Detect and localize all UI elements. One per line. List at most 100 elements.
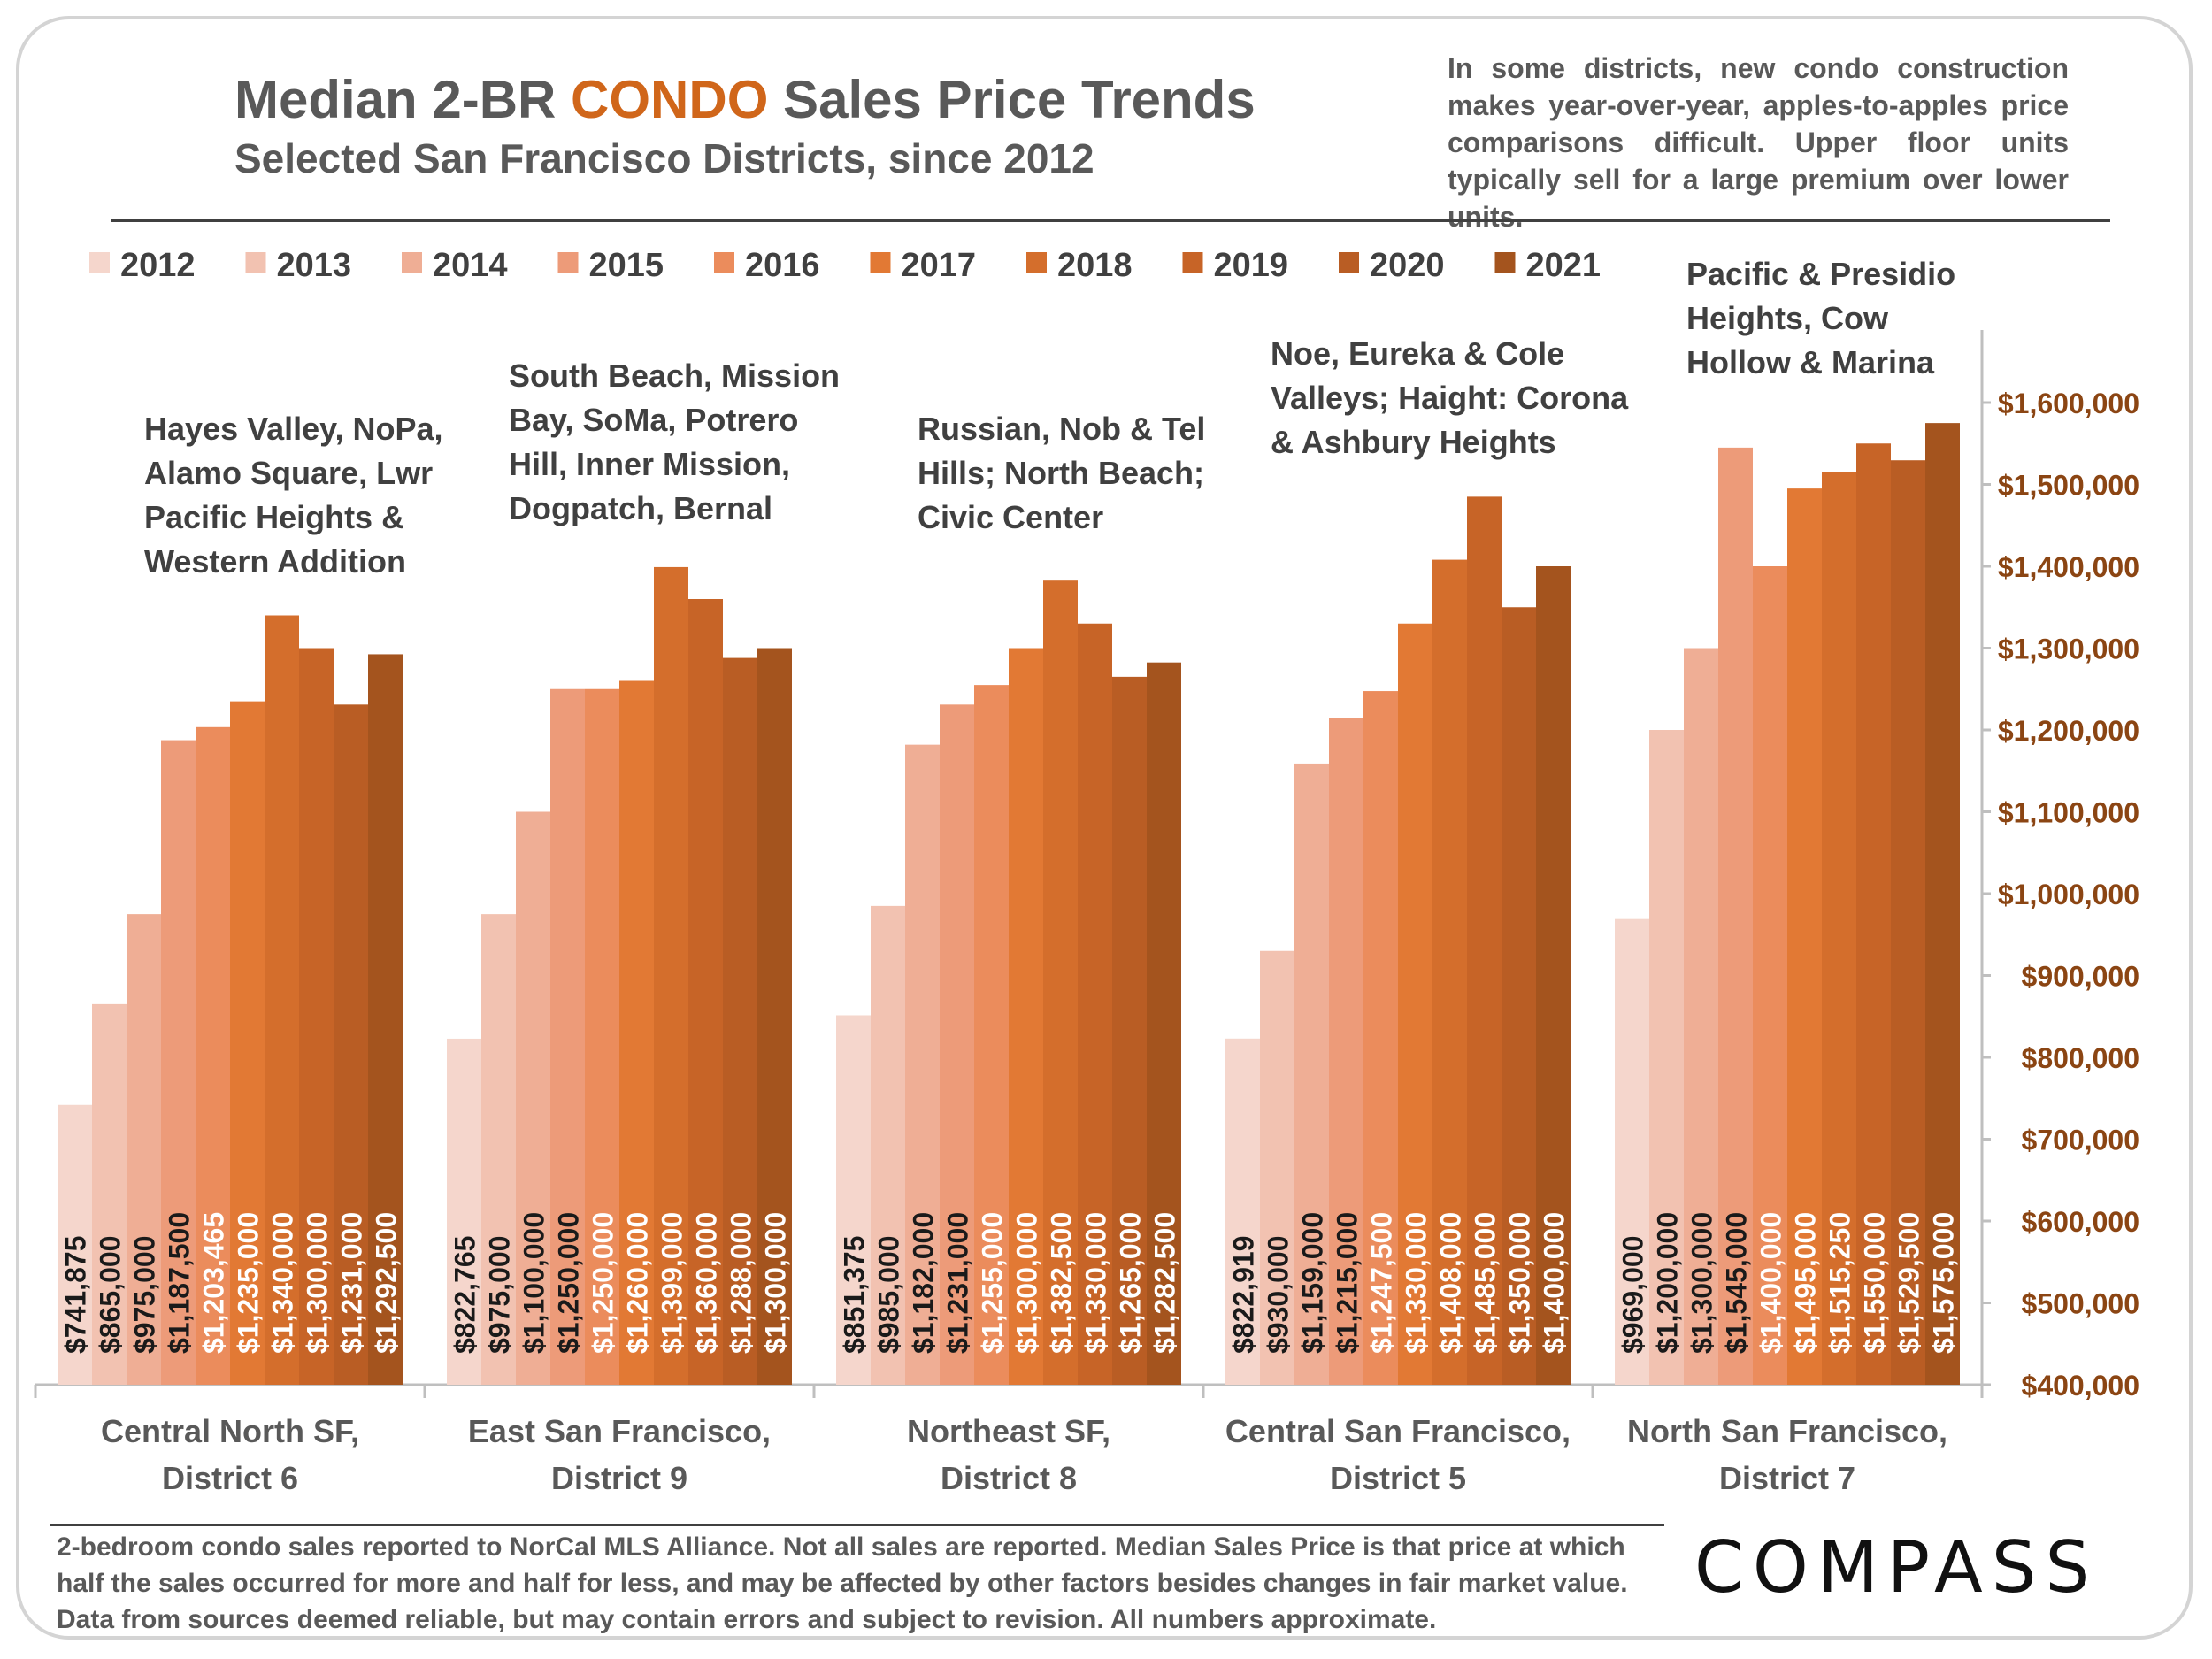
header-divider xyxy=(111,219,2110,222)
bar-value-label: $1,282,500 xyxy=(1149,1212,1181,1354)
bar-2016-group-5 xyxy=(1753,566,1787,1385)
legend-label-2018: 2018 xyxy=(1057,247,1133,284)
x-category-label: Northeast SF, xyxy=(907,1413,1110,1449)
chart-note: In some districts, new condo constructio… xyxy=(1448,52,2069,233)
bar-value-label: $1,330,000 xyxy=(1401,1212,1432,1354)
y-tick-label: $1,500,000 xyxy=(1998,470,2139,502)
bar-2014-group-1 xyxy=(127,914,161,1385)
y-tick-label: $800,000 xyxy=(2022,1042,2139,1074)
bar-2017-group-2 xyxy=(619,680,654,1385)
bar-value-label: $1,260,000 xyxy=(622,1212,654,1354)
district-annotation: Hill, Inner Mission, xyxy=(509,446,790,482)
bar-2013-group-3 xyxy=(871,905,905,1385)
district-annotation: & Ashbury Heights xyxy=(1271,424,1556,460)
legend-label-2020: 2020 xyxy=(1370,247,1445,284)
bar-value-label: $1,255,000 xyxy=(977,1212,1009,1354)
district-annotation: Dogpatch, Bernal xyxy=(509,490,772,526)
x-category-label: East San Francisco, xyxy=(468,1413,771,1449)
bar-value-label: $1,300,000 xyxy=(1686,1212,1718,1354)
bar-2012-group-1 xyxy=(58,1104,92,1385)
bar-2017-group-4 xyxy=(1398,623,1432,1385)
x-category-label: District 8 xyxy=(941,1460,1077,1496)
bar-2012-group-2 xyxy=(447,1038,481,1385)
bar-2012-group-4 xyxy=(1225,1038,1260,1385)
legend-swatch-2015 xyxy=(557,252,579,273)
bar-2019-group-4 xyxy=(1467,496,1502,1385)
chart-title: Median 2-BR CONDO Sales Price Trends xyxy=(234,69,1256,130)
bar-2016-group-3 xyxy=(974,685,1009,1385)
legend-label-2013: 2013 xyxy=(277,247,352,284)
x-category-label: Central San Francisco, xyxy=(1225,1413,1571,1449)
x-category-label: District 6 xyxy=(162,1460,298,1496)
district-annotation: Heights, Cow xyxy=(1686,300,1889,336)
bar-2019-group-2 xyxy=(688,599,723,1385)
legend-label-2012: 2012 xyxy=(120,247,196,284)
bar-value-label: $985,000 xyxy=(873,1236,905,1354)
bar-value-label: $1,250,000 xyxy=(553,1212,585,1354)
bar-2020-group-3 xyxy=(1112,676,1147,1385)
bar-2015-group-2 xyxy=(550,688,585,1385)
bar-2014-group-4 xyxy=(1294,763,1329,1385)
district-annotation: Pacific & Presidio xyxy=(1686,256,1955,292)
y-tick-label: $600,000 xyxy=(2022,1206,2139,1238)
legend-swatch-2017 xyxy=(870,252,891,273)
bar-value-label: $1,382,500 xyxy=(1046,1212,1078,1354)
legend-swatch-2021 xyxy=(1494,252,1516,273)
title-part-1: Median 2-BR xyxy=(234,70,572,129)
x-category-label: District 9 xyxy=(551,1460,687,1496)
bar-value-label: $1,408,000 xyxy=(1435,1212,1467,1354)
x-category-label: North San Francisco, xyxy=(1627,1413,1947,1449)
district-annotation: Alamo Square, Lwr xyxy=(144,455,433,491)
bar-value-label: $1,187,500 xyxy=(164,1212,196,1354)
bar-value-label: $822,919 xyxy=(1228,1236,1260,1354)
bar-2016-group-1 xyxy=(196,726,230,1385)
bar-value-label: $1,550,000 xyxy=(1859,1212,1891,1354)
bar-2012-group-5 xyxy=(1615,918,1649,1385)
bar-value-label: $1,529,500 xyxy=(1893,1212,1925,1354)
bar-2014-group-5 xyxy=(1684,648,1718,1385)
y-tick-label: $1,100,000 xyxy=(1998,797,2139,829)
bar-value-label: $1,231,000 xyxy=(942,1212,974,1354)
bar-value-label: $1,575,000 xyxy=(1928,1212,1960,1354)
district-annotation: South Beach, Mission xyxy=(509,357,840,394)
x-category-label: Central North SF, xyxy=(101,1413,359,1449)
bar-2020-group-1 xyxy=(334,704,368,1385)
bar-2020-group-5 xyxy=(1891,460,1925,1385)
title-accent: CONDO xyxy=(571,70,769,129)
bar-2020-group-4 xyxy=(1502,607,1536,1385)
bar-value-label: $1,250,000 xyxy=(588,1212,619,1354)
bar-2017-group-3 xyxy=(1009,648,1043,1385)
bar-value-label: $822,765 xyxy=(449,1236,481,1354)
title-part-2: Sales Price Trends xyxy=(768,70,1256,129)
bar-value-label: $1,340,000 xyxy=(267,1212,299,1354)
bar-2021-group-2 xyxy=(757,648,792,1385)
bar-2014-group-3 xyxy=(905,744,940,1385)
bar-2019-group-1 xyxy=(299,648,334,1385)
bar-2019-group-3 xyxy=(1078,623,1112,1385)
bar-value-label: $1,300,000 xyxy=(760,1212,792,1354)
legend-swatch-2018 xyxy=(1026,252,1047,273)
y-tick-label: $500,000 xyxy=(2022,1288,2139,1320)
bar-value-label: $1,300,000 xyxy=(302,1212,334,1354)
bar-2012-group-3 xyxy=(836,1015,871,1385)
bar-value-label: $1,399,000 xyxy=(657,1212,688,1354)
bar-value-label: $1,247,500 xyxy=(1366,1212,1398,1354)
bar-value-label: $1,400,000 xyxy=(1539,1212,1571,1354)
y-tick-label: $700,000 xyxy=(2022,1125,2139,1156)
bar-value-label: $975,000 xyxy=(129,1236,161,1354)
y-tick-label: $1,200,000 xyxy=(1998,715,2139,747)
chart-frame xyxy=(16,16,2193,1640)
bar-value-label: $1,235,000 xyxy=(233,1212,265,1354)
y-tick-label: $1,000,000 xyxy=(1998,879,2139,910)
bar-value-label: $1,100,000 xyxy=(518,1212,550,1354)
footnote: 2-bedroom condo sales reported to NorCal… xyxy=(57,1532,1628,1634)
y-tick-label: $400,000 xyxy=(2022,1370,2139,1402)
bar-2013-group-5 xyxy=(1649,730,1684,1385)
bar-value-label: $1,182,000 xyxy=(908,1212,940,1354)
legend-label-2021: 2021 xyxy=(1526,247,1601,284)
bar-2021-group-3 xyxy=(1147,662,1181,1385)
y-tick-label: $1,400,000 xyxy=(1998,551,2139,583)
compass-logo: COMPASS xyxy=(1694,1526,2100,1609)
legend-swatch-2019 xyxy=(1182,252,1203,273)
bar-2020-group-2 xyxy=(723,657,757,1385)
